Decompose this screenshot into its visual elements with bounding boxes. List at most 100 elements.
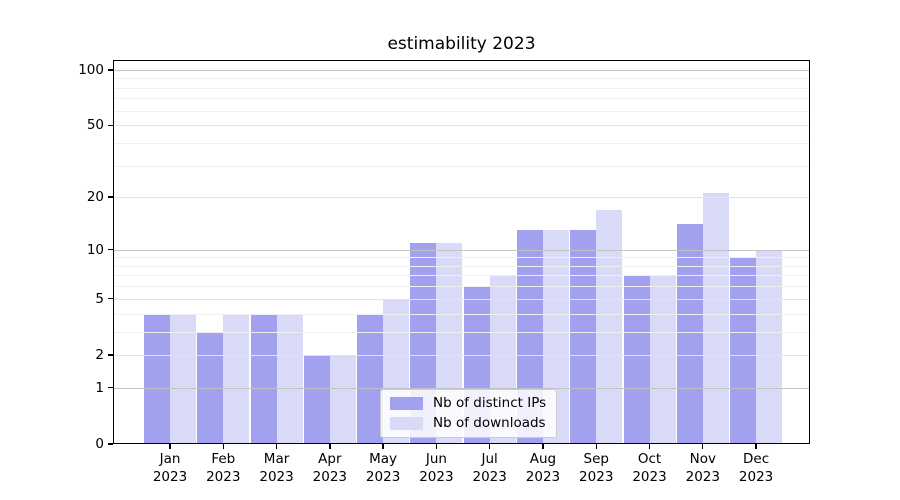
- x-tick-label-9: Oct 2023: [608, 451, 692, 486]
- x-tick-2: [275, 444, 278, 449]
- x-tick-label-10: Nov 2023: [661, 451, 745, 486]
- x-tick-label-line: Jul: [481, 451, 498, 467]
- bar-may-ips: [357, 313, 384, 444]
- y-tick-0: [108, 443, 113, 445]
- legend-label-downloads: Nb of downloads: [433, 415, 546, 431]
- x-tick-5: [435, 444, 438, 449]
- y-tick-label-5: 5: [95, 290, 104, 307]
- chart-title: estimability 2023: [387, 34, 536, 54]
- y-tick-label-2: 2: [95, 346, 104, 363]
- x-tick-label-1: Feb 2023: [181, 451, 265, 486]
- x-tick-label-line: Nov: [689, 451, 716, 467]
- x-tick-4: [382, 444, 384, 449]
- x-tick-label-line: 2023: [579, 468, 614, 485]
- x-tick-label-line: Apr: [318, 451, 342, 467]
- x-tick-label-line: Jun: [425, 451, 447, 467]
- x-tick-label-line: May: [369, 451, 398, 467]
- x-tick-label-11: Dec 2023: [714, 451, 798, 486]
- gridline-7: [113, 275, 810, 277]
- legend: Nb of distinct IPs Nb of downloads: [380, 389, 558, 438]
- x-tick-label-0: Jan 2023: [128, 451, 212, 486]
- bar-dec-ips: [730, 257, 757, 444]
- x-tick-label-line: 2023: [738, 468, 774, 485]
- bar-nov-downloads: [702, 193, 729, 444]
- x-tick-11: [755, 444, 757, 449]
- x-tick-label-7: Aug 2023: [501, 451, 585, 486]
- x-tick-label-5: Jun 2023: [394, 451, 478, 486]
- legend-item-ips: Nb of distinct IPs: [390, 395, 546, 411]
- x-tick-label-line: Feb: [211, 451, 236, 467]
- bar-nov-ips: [676, 224, 703, 444]
- plot-area: [113, 60, 810, 444]
- x-tick-label-line: Aug: [529, 451, 557, 467]
- y-tick-2: [108, 354, 113, 356]
- x-tick-label-line: 2023: [685, 468, 720, 485]
- y-tick-1: [108, 387, 113, 389]
- bar-sep-downloads: [596, 209, 623, 444]
- x-tick-label-line: 2023: [206, 468, 241, 485]
- bar-mar-ips: [250, 313, 277, 444]
- x-tick-label-line: 2023: [419, 468, 454, 485]
- bar-jan-ips: [144, 313, 170, 444]
- y-tick-5: [108, 298, 113, 300]
- y-tick-10: [108, 248, 113, 251]
- x-tick-label-line: 2023: [632, 468, 667, 485]
- bar-apr-downloads: [329, 354, 356, 444]
- gridline-80: [113, 87, 810, 89]
- y-tick-50: [108, 124, 113, 126]
- x-tick-label-line: Sep: [583, 451, 609, 467]
- x-tick-8: [595, 444, 597, 449]
- gridline-70: [113, 98, 810, 100]
- gridline-90: [113, 78, 810, 80]
- x-tick-label-8: Sep 2023: [554, 451, 638, 486]
- gridline-50: [113, 125, 810, 127]
- y-tick-100: [108, 69, 113, 71]
- legend-label-ips: Nb of distinct IPs: [433, 395, 547, 411]
- x-tick-6: [488, 444, 491, 449]
- bar-dec-downloads: [756, 249, 783, 444]
- bar-feb-downloads: [223, 313, 250, 444]
- y-tick-label-1: 1: [95, 379, 104, 396]
- y-tick-label-50: 50: [86, 117, 104, 134]
- bar-apr-ips: [303, 354, 330, 444]
- x-tick-3: [329, 444, 331, 449]
- grid-layer: [113, 60, 810, 444]
- x-tick-label-line: 2023: [152, 468, 188, 485]
- x-tick-label-line: 2023: [259, 468, 294, 485]
- gridline-10: [113, 249, 810, 251]
- x-tick-0: [169, 444, 171, 449]
- x-tick-label-line: Jan: [159, 451, 181, 467]
- gridline-6: [113, 286, 810, 288]
- x-tick-label-3: Apr 2023: [288, 451, 372, 486]
- bar-sep-ips: [570, 230, 597, 444]
- x-tick-label-6: Jul 2023: [448, 451, 532, 486]
- gridline-3: [113, 331, 810, 333]
- y-tick-label-20: 20: [86, 189, 104, 206]
- x-tick-label-line: 2023: [312, 468, 347, 485]
- x-tick-1: [222, 444, 224, 449]
- x-tick-9: [648, 444, 651, 449]
- x-tick-label-line: Dec: [743, 451, 770, 467]
- x-tick-7: [542, 444, 544, 449]
- y-tick-label-10: 10: [86, 241, 104, 258]
- gridline-2: [113, 354, 810, 356]
- gridline-20: [113, 197, 810, 199]
- bar-mar-downloads: [276, 313, 303, 444]
- x-tick-label-line: Mar: [263, 451, 290, 467]
- x-tick-10: [702, 444, 704, 449]
- y-tick-20: [108, 196, 113, 198]
- y-tick-label-100: 100: [78, 61, 104, 78]
- x-tick-label-line: 2023: [365, 468, 401, 485]
- gridline-30: [113, 165, 810, 167]
- legend-swatch-downloads: [390, 416, 423, 430]
- x-tick-label-2: Mar 2023: [235, 451, 319, 486]
- gridline-40: [113, 142, 810, 144]
- gridline-8: [113, 265, 810, 267]
- gridline-60: [113, 110, 810, 112]
- x-tick-label-line: 2023: [525, 468, 561, 485]
- bar-oct-ips: [623, 275, 650, 444]
- x-tick-label-line: Oct: [637, 451, 662, 467]
- gridline-5: [113, 298, 810, 300]
- legend-item-downloads: Nb of downloads: [390, 415, 546, 431]
